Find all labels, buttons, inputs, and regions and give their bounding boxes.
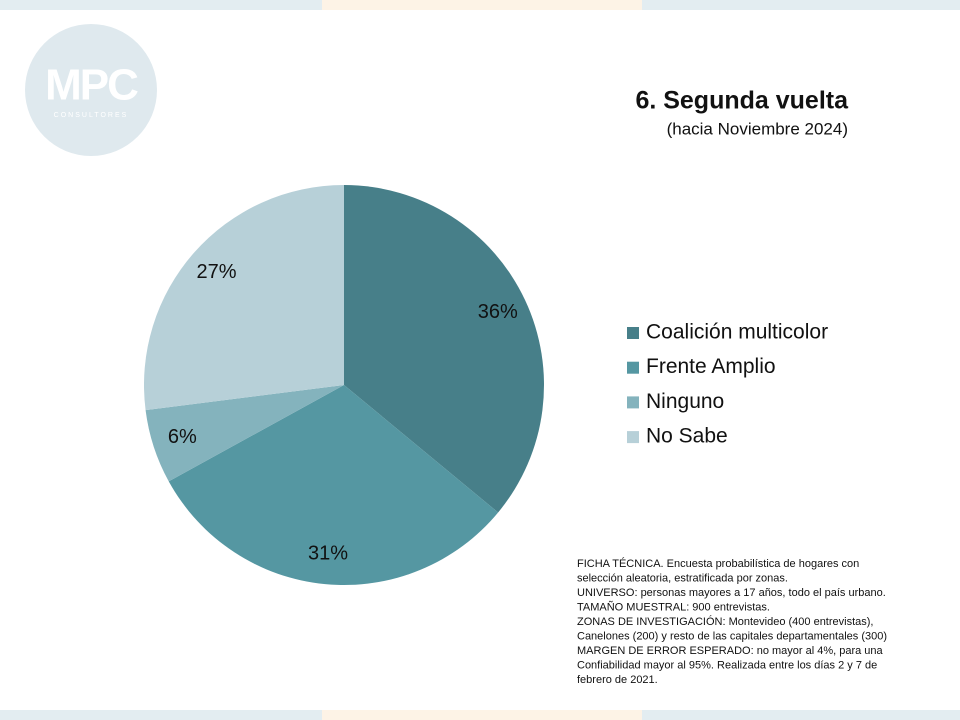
legend-label: Coalición multicolor: [646, 321, 828, 344]
legend-swatch: [627, 327, 639, 339]
pie-slice: [168, 385, 499, 585]
bottom-bar-accent: [322, 710, 642, 720]
legend-swatch: [627, 431, 639, 444]
footnote: ZONAS DE INVESTIGACIÓN: Montevideo (400 …: [577, 615, 873, 628]
data-label: 31%: [308, 543, 348, 565]
footnote: febrero de 2021.: [577, 674, 658, 686]
footnote: Canelones (200) y resto de las capitales…: [577, 630, 887, 642]
data-label: 6%: [168, 426, 197, 448]
legend-label: No Sabe: [646, 425, 728, 448]
data-label: 36%: [478, 301, 518, 323]
footnote: TAMAÑO MUESTRAL: 900 entrevistas.: [577, 600, 770, 613]
footnote: UNIVERSO: personas mayores a 17 años, to…: [577, 587, 886, 599]
legend-swatch: [627, 361, 639, 374]
footnote: Confiabilidad mayor al 95%. Realizada en…: [577, 659, 877, 671]
legend-label: Ninguno: [646, 390, 724, 413]
chart-subtitle: (hacia Noviembre 2024): [667, 119, 848, 138]
legend-label: Frente Amplio: [646, 355, 776, 378]
chart-title: 6. Segunda vuelta: [635, 87, 849, 115]
legend-swatch: [627, 396, 639, 409]
footnote: selección aleatoria, estratificada por z…: [577, 572, 788, 584]
data-label: 27%: [196, 261, 236, 283]
footnote: FICHA TÉCNICA. Encuesta probabilística d…: [577, 557, 859, 570]
logo-circle: [25, 24, 157, 156]
pie-slice: [144, 185, 344, 411]
pie-slice: [145, 385, 344, 482]
logo-subtext: CONSULTORES: [54, 112, 129, 119]
footnote: MARGEN DE ERROR ESPERADO: no mayor al 4%…: [577, 645, 884, 657]
logo-text: MPC: [45, 61, 138, 110]
top-bar-accent: [322, 0, 642, 10]
pie-slice: [344, 185, 544, 513]
